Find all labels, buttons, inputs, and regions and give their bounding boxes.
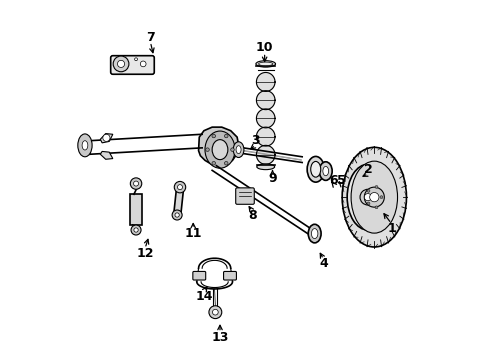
FancyBboxPatch shape bbox=[111, 56, 154, 74]
Circle shape bbox=[175, 213, 179, 217]
Text: 12: 12 bbox=[136, 247, 154, 260]
Circle shape bbox=[231, 148, 234, 152]
Circle shape bbox=[367, 202, 370, 205]
Circle shape bbox=[134, 181, 139, 186]
Circle shape bbox=[360, 189, 376, 205]
Circle shape bbox=[380, 196, 383, 199]
Polygon shape bbox=[256, 145, 275, 164]
Circle shape bbox=[369, 193, 379, 202]
Circle shape bbox=[103, 134, 110, 141]
Circle shape bbox=[213, 309, 218, 315]
Polygon shape bbox=[256, 127, 275, 146]
Polygon shape bbox=[173, 189, 184, 216]
Circle shape bbox=[209, 306, 222, 319]
Circle shape bbox=[135, 58, 138, 61]
Ellipse shape bbox=[233, 142, 244, 157]
Text: 1: 1 bbox=[387, 222, 396, 235]
Ellipse shape bbox=[212, 140, 228, 159]
Polygon shape bbox=[82, 139, 90, 154]
Circle shape bbox=[140, 61, 146, 67]
Circle shape bbox=[206, 148, 209, 152]
Ellipse shape bbox=[236, 146, 241, 154]
Circle shape bbox=[177, 185, 182, 190]
Ellipse shape bbox=[256, 61, 275, 67]
Circle shape bbox=[364, 187, 384, 207]
Ellipse shape bbox=[347, 164, 389, 230]
Polygon shape bbox=[256, 91, 275, 110]
Ellipse shape bbox=[82, 141, 88, 150]
Ellipse shape bbox=[323, 166, 329, 176]
Polygon shape bbox=[130, 194, 143, 225]
Circle shape bbox=[375, 185, 378, 188]
Text: 5: 5 bbox=[337, 174, 346, 186]
Polygon shape bbox=[100, 152, 113, 159]
Ellipse shape bbox=[351, 161, 397, 233]
Ellipse shape bbox=[259, 62, 273, 66]
Ellipse shape bbox=[308, 224, 321, 243]
Ellipse shape bbox=[78, 134, 92, 157]
FancyBboxPatch shape bbox=[236, 188, 254, 204]
Text: 10: 10 bbox=[256, 41, 273, 54]
Ellipse shape bbox=[205, 131, 235, 168]
Text: 14: 14 bbox=[195, 289, 213, 303]
Circle shape bbox=[134, 228, 138, 232]
Circle shape bbox=[224, 162, 228, 165]
Polygon shape bbox=[256, 72, 275, 91]
Circle shape bbox=[130, 178, 142, 189]
Polygon shape bbox=[100, 134, 113, 143]
Text: 9: 9 bbox=[268, 172, 277, 185]
Polygon shape bbox=[198, 127, 239, 166]
Ellipse shape bbox=[319, 162, 332, 180]
Circle shape bbox=[375, 206, 378, 209]
Ellipse shape bbox=[312, 229, 318, 239]
Circle shape bbox=[113, 56, 129, 72]
Text: 6: 6 bbox=[329, 174, 338, 186]
Circle shape bbox=[172, 210, 182, 220]
Circle shape bbox=[367, 189, 370, 192]
Text: 11: 11 bbox=[184, 227, 202, 240]
Circle shape bbox=[364, 194, 371, 201]
Circle shape bbox=[212, 134, 216, 138]
Ellipse shape bbox=[307, 157, 324, 182]
FancyBboxPatch shape bbox=[193, 271, 206, 280]
Polygon shape bbox=[256, 109, 275, 128]
Text: 4: 4 bbox=[319, 257, 328, 270]
Text: 7: 7 bbox=[146, 31, 155, 44]
Circle shape bbox=[224, 134, 228, 138]
Ellipse shape bbox=[257, 164, 275, 170]
Text: 2: 2 bbox=[364, 163, 372, 176]
Ellipse shape bbox=[342, 147, 407, 247]
FancyBboxPatch shape bbox=[223, 271, 237, 280]
Circle shape bbox=[118, 60, 124, 67]
Circle shape bbox=[174, 181, 186, 193]
Circle shape bbox=[212, 162, 216, 165]
Text: 13: 13 bbox=[211, 331, 229, 344]
Text: 3: 3 bbox=[251, 134, 260, 147]
Text: 8: 8 bbox=[248, 209, 256, 222]
Ellipse shape bbox=[311, 161, 321, 177]
Circle shape bbox=[131, 225, 141, 235]
